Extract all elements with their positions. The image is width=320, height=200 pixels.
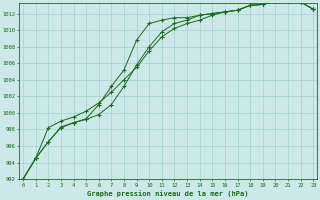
X-axis label: Graphe pression niveau de la mer (hPa): Graphe pression niveau de la mer (hPa) xyxy=(87,190,249,197)
